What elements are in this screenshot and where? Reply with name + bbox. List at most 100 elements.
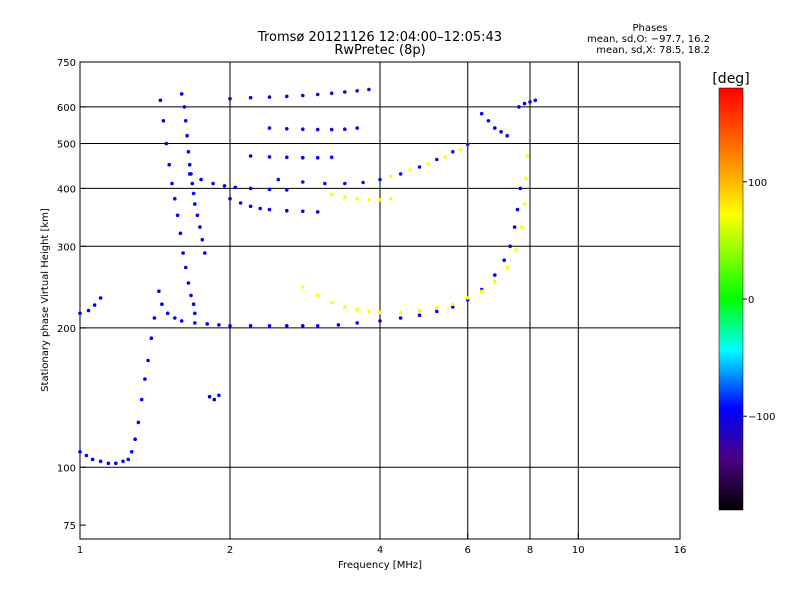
data-point bbox=[183, 119, 188, 123]
data-point bbox=[378, 198, 382, 202]
data-point bbox=[285, 188, 289, 192]
data-point bbox=[378, 319, 382, 323]
data-point bbox=[228, 96, 232, 101]
data-point bbox=[190, 181, 195, 186]
data-point bbox=[315, 92, 320, 97]
data-point bbox=[222, 184, 227, 188]
data-point bbox=[486, 119, 491, 123]
data-point bbox=[479, 289, 484, 294]
data-point bbox=[121, 459, 125, 464]
data-point bbox=[129, 450, 134, 454]
data-point bbox=[301, 180, 305, 184]
data-point bbox=[355, 321, 360, 325]
data-point bbox=[267, 95, 272, 99]
data-point bbox=[522, 202, 527, 206]
data-point bbox=[106, 461, 111, 466]
data-point bbox=[126, 457, 131, 462]
data-point bbox=[285, 94, 289, 99]
data-point bbox=[525, 154, 530, 158]
x-tick-label: 16 bbox=[674, 545, 687, 556]
data-point bbox=[167, 162, 171, 167]
data-point bbox=[267, 155, 272, 159]
data-point bbox=[524, 176, 528, 181]
data-point bbox=[451, 305, 455, 309]
data-point bbox=[435, 306, 439, 310]
data-point bbox=[505, 133, 510, 138]
data-point bbox=[175, 213, 180, 218]
data-point bbox=[276, 177, 281, 182]
data-point bbox=[185, 133, 189, 138]
data-point bbox=[205, 322, 209, 326]
data-point bbox=[528, 100, 532, 104]
data-point bbox=[193, 202, 197, 206]
x-tick-label: 2 bbox=[227, 545, 233, 556]
data-point bbox=[158, 98, 163, 103]
chart-title: Tromsø 20121126 12:04:00–12:05:43 bbox=[257, 30, 502, 45]
data-point bbox=[435, 309, 439, 314]
data-point bbox=[355, 196, 360, 201]
data-point bbox=[329, 300, 334, 305]
data-point bbox=[315, 210, 320, 214]
data-point bbox=[355, 89, 360, 93]
data-point bbox=[361, 180, 365, 185]
data-point bbox=[519, 225, 524, 229]
colorbar-ticks: 100 0 −100 bbox=[743, 178, 775, 423]
data-point bbox=[98, 459, 103, 464]
data-point bbox=[139, 397, 144, 402]
data-point bbox=[323, 181, 327, 186]
y-tick-label: 400 bbox=[57, 184, 76, 195]
data-point bbox=[426, 162, 431, 166]
data-point bbox=[367, 309, 371, 314]
data-point bbox=[301, 93, 305, 98]
data-point bbox=[458, 147, 463, 152]
data-point bbox=[248, 186, 253, 191]
data-point bbox=[267, 207, 272, 212]
data-point bbox=[512, 225, 517, 229]
data-point bbox=[267, 187, 272, 192]
data-point bbox=[499, 130, 503, 134]
phase-info-x: mean, sd,X: 78.5, 18.2 bbox=[596, 45, 710, 56]
data-point bbox=[228, 324, 232, 328]
data-point bbox=[193, 311, 197, 316]
chart-subtitle: RwPretec (8p) bbox=[334, 43, 425, 58]
plot-area: 1 2 4 6 8 10 16 75 100 200 300 400 500 600 750 bbox=[57, 58, 686, 556]
data-point bbox=[92, 303, 97, 307]
data-point bbox=[329, 91, 334, 96]
data-point bbox=[267, 126, 272, 130]
data-point bbox=[451, 150, 455, 154]
data-point bbox=[301, 127, 305, 131]
data-point bbox=[182, 105, 187, 109]
data-point bbox=[187, 172, 192, 176]
data-point bbox=[195, 213, 200, 218]
data-point bbox=[465, 142, 470, 147]
data-point bbox=[435, 157, 439, 162]
data-point bbox=[315, 324, 320, 328]
data-point bbox=[329, 192, 334, 197]
data-point bbox=[193, 321, 197, 325]
data-point bbox=[408, 168, 413, 172]
data-point bbox=[248, 95, 253, 100]
x-tick-label: 1 bbox=[77, 545, 83, 556]
data-point bbox=[417, 308, 422, 313]
data-point bbox=[378, 177, 382, 182]
data-point bbox=[191, 302, 196, 307]
phase-info-heading: Phases bbox=[632, 23, 667, 34]
data-point bbox=[179, 319, 184, 323]
data-point bbox=[267, 324, 272, 328]
data-point bbox=[343, 90, 347, 94]
data-point bbox=[200, 237, 205, 242]
data-point bbox=[522, 101, 527, 106]
data-point bbox=[207, 394, 212, 399]
colorbar-bar bbox=[718, 87, 744, 511]
data-point bbox=[186, 281, 191, 285]
data-point bbox=[285, 155, 289, 160]
data-point bbox=[211, 181, 215, 186]
data-points bbox=[78, 87, 538, 466]
data-point bbox=[367, 198, 371, 202]
y-tick-label: 500 bbox=[57, 140, 76, 151]
data-point bbox=[493, 279, 497, 284]
data-point bbox=[133, 437, 137, 442]
data-point bbox=[479, 111, 484, 116]
data-point bbox=[285, 127, 289, 131]
data-point bbox=[388, 174, 393, 178]
